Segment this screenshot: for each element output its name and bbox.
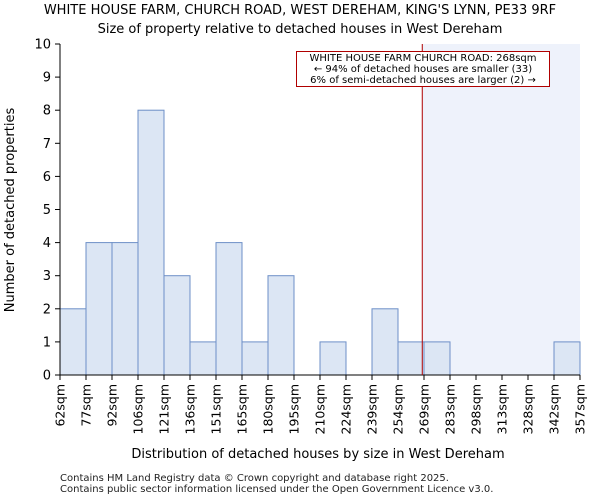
histogram-bar (397, 341, 425, 376)
x-axis-label: Distribution of detached houses by size … (131, 447, 504, 462)
histogram-bar (137, 109, 165, 376)
histogram-bar (189, 341, 217, 376)
y-tick-label: 1 (43, 335, 51, 350)
y-tick-label: 6 (43, 170, 51, 185)
y-tick-label: 2 (43, 302, 51, 317)
y-tick-label: 7 (43, 137, 51, 152)
x-tick-label: 328sqm (521, 384, 536, 434)
footer-line-2: Contains public sector information licen… (60, 484, 494, 495)
y-tick-label: 0 (43, 369, 51, 384)
histogram-bar (553, 341, 581, 376)
y-axis-label: Number of detached properties (3, 108, 18, 313)
x-tick-label: 313sqm (495, 384, 510, 434)
x-tick-label: 62sqm (53, 384, 68, 427)
footer: Contains HM Land Registry data © Crown c… (60, 473, 493, 495)
x-tick-label: 357sqm (573, 384, 588, 434)
x-tick-label: 210sqm (313, 384, 328, 434)
histogram-bar (215, 242, 243, 376)
x-tick-label: 136sqm (183, 384, 198, 434)
y-tick-label: 9 (43, 71, 51, 86)
annotation-line-1: WHITE HOUSE FARM CHURCH ROAD: 268sqm (309, 53, 537, 64)
chart-subtitle: Size of property relative to detached ho… (97, 22, 503, 37)
x-tick-label: 92sqm (105, 384, 120, 427)
histogram-bar (423, 341, 451, 376)
histogram-bar (59, 308, 87, 376)
annotation-line-3: 6% of semi-detached houses are larger (2… (310, 75, 536, 86)
histogram-bar (85, 242, 113, 376)
footer-line-1: Contains HM Land Registry data © Crown c… (60, 473, 449, 484)
histogram-bar (267, 275, 295, 376)
highlight-region (422, 44, 580, 375)
x-tick-label: 224sqm (339, 384, 354, 434)
x-tick-label: 195sqm (287, 384, 302, 434)
annotation-line-2: ← 94% of detached houses are smaller (33… (313, 64, 533, 75)
x-tick-label: 121sqm (157, 384, 172, 434)
histogram-bar (371, 308, 399, 376)
histogram-bar (241, 341, 269, 376)
x-tick-label: 165sqm (235, 384, 250, 434)
x-tick-label: 254sqm (391, 384, 406, 434)
property-annotation-box: WHITE HOUSE FARM CHURCH ROAD: 268sqm ← 9… (296, 51, 550, 87)
y-tick-label: 8 (43, 104, 51, 119)
x-tick-label: 298sqm (469, 384, 484, 434)
histogram-bar (163, 275, 191, 376)
x-tick-label: 180sqm (261, 384, 276, 434)
histogram-bar (111, 242, 139, 376)
x-tick-label: 77sqm (79, 384, 94, 427)
x-tick-label: 283sqm (443, 384, 458, 434)
x-tick-label: 151sqm (209, 384, 224, 434)
x-tick-label: 239sqm (365, 384, 380, 434)
y-tick-label: 5 (43, 203, 51, 218)
y-tick-label: 10 (34, 38, 51, 53)
x-tick-label: 269sqm (417, 384, 432, 434)
histogram-bar (319, 341, 347, 376)
y-tick-label: 4 (43, 236, 51, 251)
y-tick-label: 3 (43, 269, 51, 284)
x-tick-label: 106sqm (131, 384, 146, 434)
chart-title: WHITE HOUSE FARM, CHURCH ROAD, WEST DERE… (43, 3, 557, 18)
x-tick-label: 342sqm (547, 384, 562, 434)
